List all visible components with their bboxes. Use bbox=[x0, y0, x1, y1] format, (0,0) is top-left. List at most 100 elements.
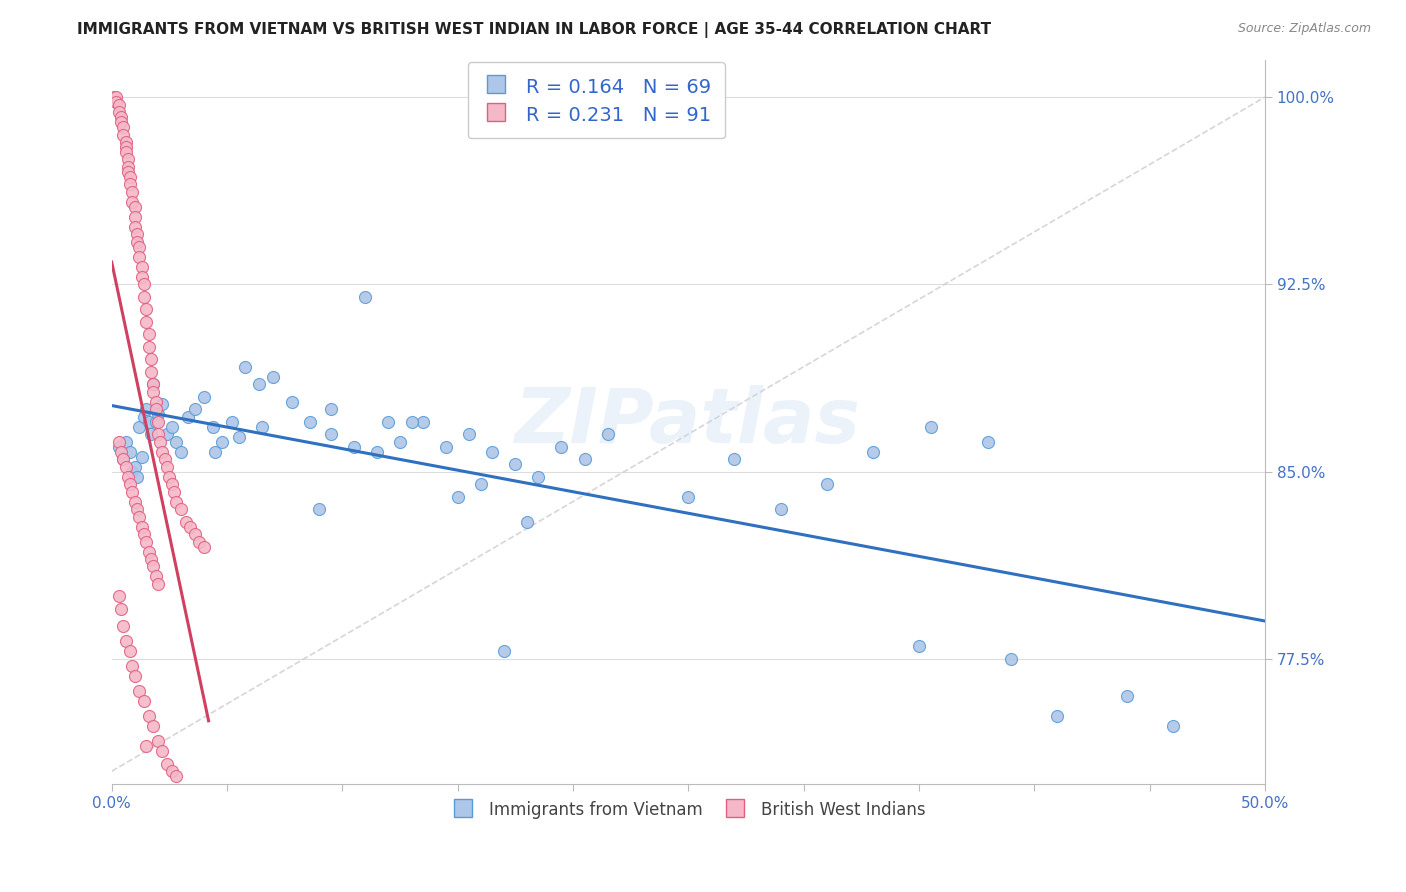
Point bbox=[204, 444, 226, 458]
Point bbox=[112, 452, 135, 467]
Point bbox=[112, 452, 135, 467]
Point bbox=[152, 397, 174, 411]
Point bbox=[160, 477, 183, 491]
Point bbox=[165, 494, 187, 508]
Point bbox=[184, 402, 207, 417]
Point bbox=[401, 415, 423, 429]
Point bbox=[343, 440, 366, 454]
Point bbox=[131, 519, 153, 533]
Point bbox=[114, 634, 136, 648]
Point bbox=[184, 527, 207, 541]
Point bbox=[112, 619, 135, 633]
Point bbox=[138, 709, 160, 723]
Point bbox=[120, 169, 142, 184]
Point bbox=[149, 434, 172, 449]
Point bbox=[163, 484, 186, 499]
Point bbox=[125, 502, 148, 516]
Point bbox=[103, 90, 125, 104]
Point bbox=[105, 90, 128, 104]
Point bbox=[977, 434, 1000, 449]
Point bbox=[120, 644, 142, 658]
Point bbox=[1161, 719, 1184, 733]
Point bbox=[458, 427, 481, 442]
Point bbox=[124, 494, 146, 508]
Point bbox=[132, 277, 155, 292]
Point bbox=[366, 444, 388, 458]
Point bbox=[138, 340, 160, 354]
Point bbox=[319, 427, 342, 442]
Point bbox=[516, 515, 538, 529]
Point bbox=[120, 444, 142, 458]
Point bbox=[250, 419, 273, 434]
Point bbox=[145, 415, 167, 429]
Point bbox=[121, 659, 143, 673]
Text: Source: ZipAtlas.com: Source: ZipAtlas.com bbox=[1237, 22, 1371, 36]
Text: IMMIGRANTS FROM VIETNAM VS BRITISH WEST INDIAN IN LABOR FORCE | AGE 35-44 CORREL: IMMIGRANTS FROM VIETNAM VS BRITISH WEST … bbox=[77, 22, 991, 38]
Point bbox=[132, 694, 155, 708]
Point bbox=[862, 444, 884, 458]
Point bbox=[177, 409, 200, 424]
Point bbox=[142, 377, 165, 392]
Point bbox=[142, 384, 165, 399]
Point bbox=[117, 165, 139, 179]
Point bbox=[139, 427, 162, 442]
Point bbox=[135, 302, 157, 317]
Point bbox=[120, 477, 142, 491]
Point bbox=[120, 178, 142, 192]
Point bbox=[146, 577, 169, 591]
Point bbox=[112, 120, 135, 134]
Point bbox=[128, 240, 150, 254]
Point bbox=[138, 327, 160, 342]
Point bbox=[505, 457, 527, 471]
Point bbox=[299, 415, 322, 429]
Point bbox=[678, 490, 700, 504]
Point bbox=[165, 769, 187, 783]
Point bbox=[114, 135, 136, 149]
Point bbox=[434, 440, 457, 454]
Point bbox=[117, 160, 139, 174]
Point bbox=[107, 440, 129, 454]
Point bbox=[193, 390, 215, 404]
Point bbox=[114, 434, 136, 449]
Point bbox=[131, 260, 153, 274]
Point bbox=[142, 559, 165, 574]
Point bbox=[156, 427, 179, 442]
Point bbox=[105, 95, 128, 109]
Point bbox=[527, 469, 550, 483]
Point bbox=[135, 315, 157, 329]
Point bbox=[142, 377, 165, 392]
Point bbox=[132, 290, 155, 304]
Point bbox=[128, 419, 150, 434]
Point bbox=[128, 509, 150, 524]
Point bbox=[114, 145, 136, 159]
Point bbox=[121, 465, 143, 479]
Point bbox=[107, 434, 129, 449]
Point bbox=[124, 459, 146, 474]
Point bbox=[110, 115, 132, 129]
Point bbox=[179, 519, 201, 533]
Point bbox=[135, 534, 157, 549]
Point bbox=[128, 250, 150, 264]
Point bbox=[107, 97, 129, 112]
Point bbox=[139, 365, 162, 379]
Point bbox=[188, 534, 211, 549]
Point bbox=[908, 640, 931, 654]
Point bbox=[110, 602, 132, 616]
Legend: Immigrants from Vietnam, British West Indians: Immigrants from Vietnam, British West In… bbox=[444, 794, 932, 826]
Point bbox=[481, 444, 503, 458]
Point bbox=[412, 415, 434, 429]
Point bbox=[131, 450, 153, 464]
Point bbox=[280, 394, 302, 409]
Point bbox=[139, 552, 162, 566]
Point bbox=[165, 434, 187, 449]
Point bbox=[221, 415, 243, 429]
Point bbox=[146, 407, 169, 421]
Point bbox=[723, 452, 745, 467]
Point bbox=[228, 430, 250, 444]
Point bbox=[247, 377, 270, 392]
Point bbox=[574, 452, 596, 467]
Point bbox=[174, 515, 197, 529]
Point bbox=[156, 459, 179, 474]
Point bbox=[124, 219, 146, 234]
Point bbox=[146, 415, 169, 429]
